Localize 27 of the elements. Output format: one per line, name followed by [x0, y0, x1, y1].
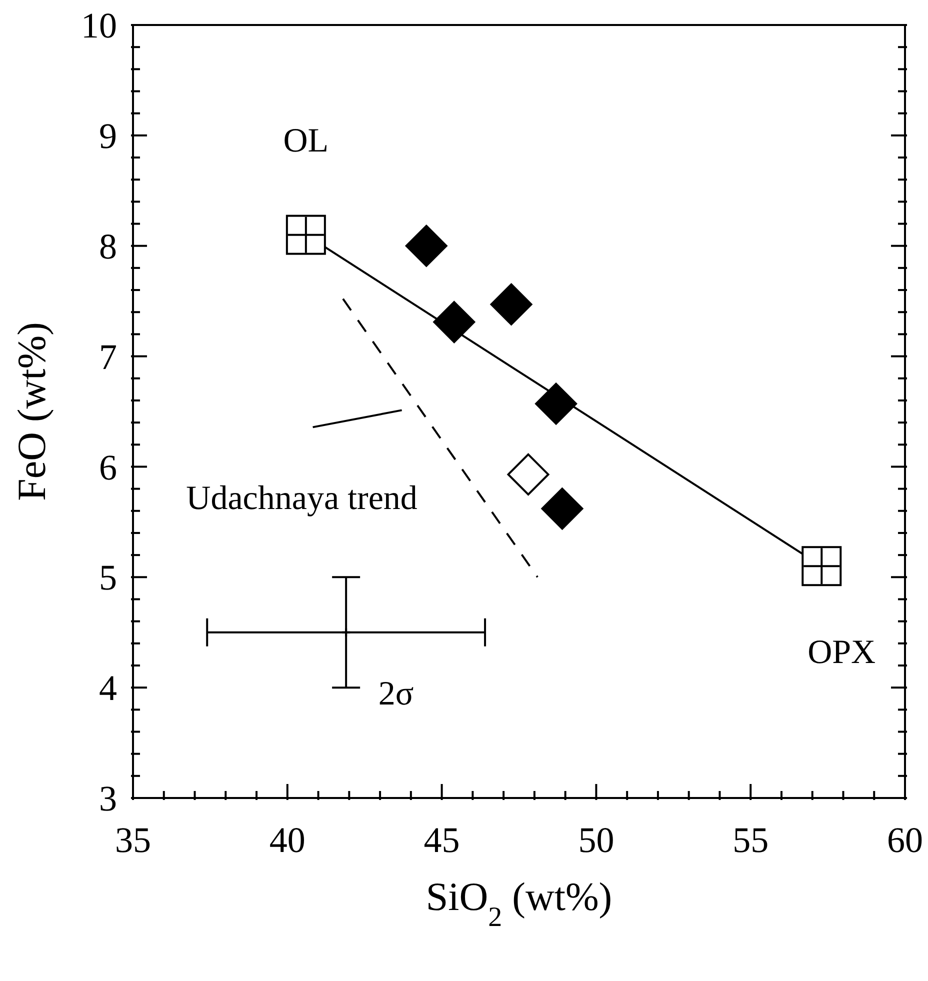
y-tick-label: 4: [99, 668, 117, 708]
y-tick-label: 7: [99, 336, 117, 377]
annotation: 2σ: [378, 675, 414, 712]
point: [541, 488, 584, 530]
x-axis-title: SiO$_{2}$ (wt%): [426, 874, 612, 932]
point: [405, 224, 448, 267]
x-tick-label: 55: [732, 820, 769, 860]
x-tick-label: 40: [269, 820, 306, 860]
x-tick-label: 35: [115, 820, 151, 860]
annotation: OPX: [808, 634, 876, 671]
y-tick-label: 9: [99, 116, 117, 156]
annotation: OL: [283, 122, 329, 160]
point: [535, 382, 578, 425]
x-tick-label: 45: [424, 820, 460, 860]
annotation: Udachnaya trend: [186, 480, 418, 518]
y-tick-label: 5: [99, 558, 117, 598]
y-tick-label: 6: [99, 447, 117, 488]
x-tick-label: 60: [887, 820, 923, 860]
point: [341, 627, 352, 638]
y-tick-label: 3: [99, 778, 117, 819]
point: [433, 301, 476, 344]
y-tick-label: 10: [81, 6, 117, 46]
point: [490, 283, 532, 326]
x-tick-label: 50: [578, 820, 614, 860]
y-axis-title: FeO (wt%): [9, 322, 54, 501]
point: [507, 453, 550, 496]
y-tick-label: 8: [99, 226, 117, 266]
